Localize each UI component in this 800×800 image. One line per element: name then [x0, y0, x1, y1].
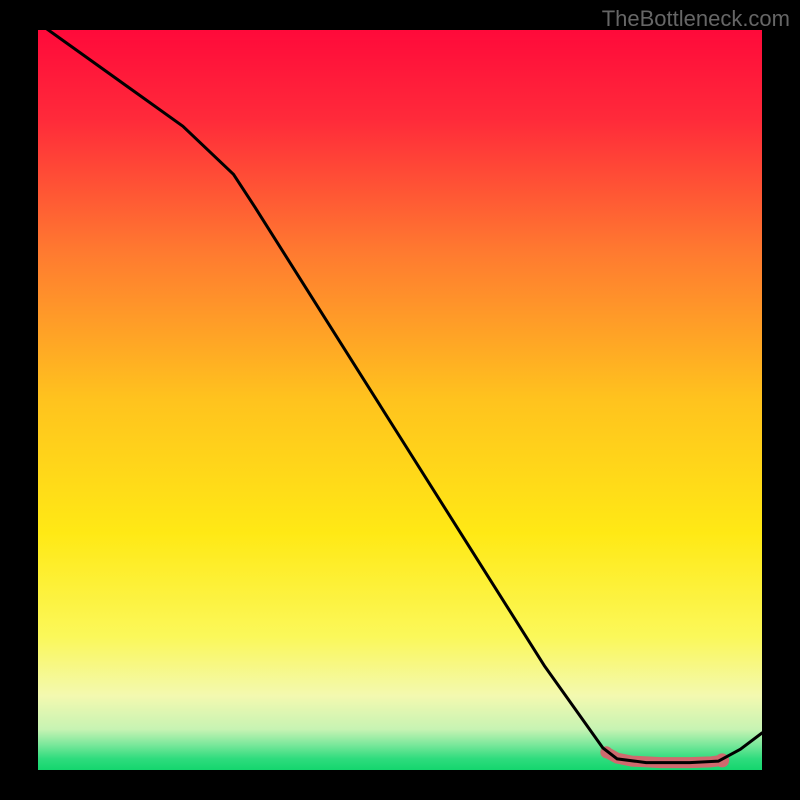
watermark-text: TheBottleneck.com: [602, 6, 790, 32]
chart-svg: [0, 0, 800, 800]
chart-stage: TheBottleneck.com: [0, 0, 800, 800]
chart-background: [38, 30, 762, 770]
